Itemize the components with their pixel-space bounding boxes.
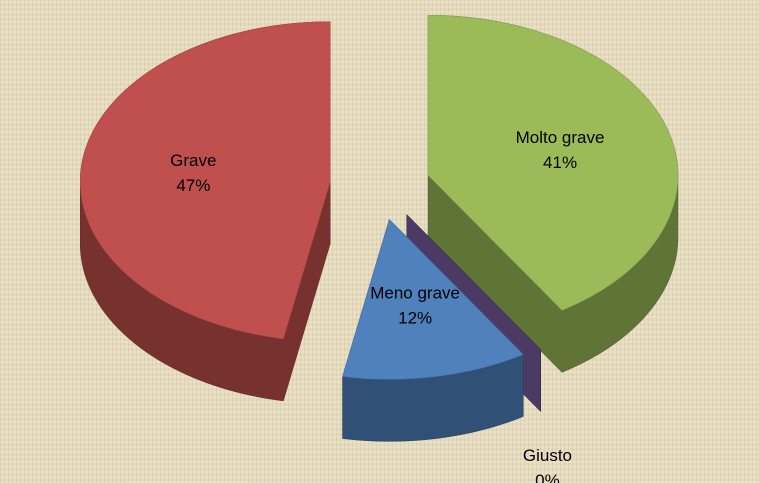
data-label-value: 41% xyxy=(543,153,577,172)
slice-top xyxy=(342,218,524,380)
slice xyxy=(79,21,331,402)
slice xyxy=(342,218,524,442)
slice-top xyxy=(79,21,331,340)
slice xyxy=(427,14,679,373)
data-label-name: Molto grave xyxy=(516,128,605,147)
data-label-value: 12% xyxy=(398,308,432,327)
data-label-value: 0% xyxy=(535,471,560,483)
data-label-name: Giusto xyxy=(523,446,572,465)
data-label-value: 47% xyxy=(176,176,210,195)
data-label-name: Meno grave xyxy=(370,283,460,302)
slice-top xyxy=(427,14,679,311)
data-label-name: Grave xyxy=(170,151,216,170)
